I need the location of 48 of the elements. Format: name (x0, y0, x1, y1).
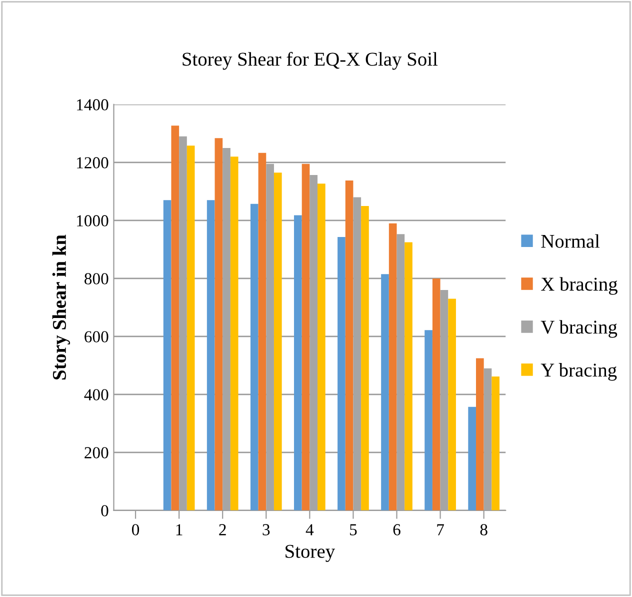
y-tick-label: 400 (84, 389, 108, 400)
x-tick-label: 3 (262, 524, 270, 536)
bar (432, 278, 440, 510)
x-axis-title: Storey (286, 544, 335, 562)
bar (274, 172, 282, 510)
bar (388, 223, 397, 510)
legend-label: X bracing (541, 277, 618, 295)
bar (476, 358, 484, 510)
y-axis-title: Story Shear in kn (52, 234, 70, 380)
x-tick-label: 4 (306, 524, 314, 536)
legend-label: V bracing (540, 320, 618, 338)
bar (186, 146, 195, 510)
bar (492, 376, 500, 510)
bar (338, 236, 346, 510)
x-tick-label: 5 (350, 524, 357, 536)
x-tick-label: 8 (480, 524, 488, 536)
legend-label: Y bracing (540, 363, 617, 381)
legend-label: Normal (541, 234, 600, 248)
bar (258, 152, 266, 510)
bar (250, 204, 258, 510)
y-tick-label: 1200 (77, 157, 108, 168)
x-tick-label: 1 (176, 524, 182, 536)
x-tick-label: 0 (132, 524, 140, 536)
y-tick-label: 0 (101, 505, 108, 516)
bar (163, 200, 172, 510)
bar (230, 156, 238, 510)
bar (302, 164, 310, 510)
bar (318, 184, 326, 510)
bar (361, 206, 369, 510)
bar (468, 406, 476, 510)
bar (424, 330, 432, 510)
bar (448, 298, 456, 510)
chart-title: Storey Shear for EQ-X Clay Soil (182, 52, 438, 70)
y-tick-label: 800 (84, 273, 108, 284)
y-tick-label: 1400 (77, 99, 108, 110)
bar (206, 200, 215, 510)
x-tick-label: 6 (393, 524, 400, 536)
bar (345, 180, 354, 510)
y-tick-label: 200 (84, 447, 108, 458)
bar (214, 138, 223, 510)
y-tick-label: 600 (84, 331, 108, 342)
bar (381, 274, 389, 510)
bar (294, 215, 302, 510)
x-tick-label: 7 (437, 524, 444, 536)
bar (171, 126, 180, 510)
bar (404, 242, 412, 510)
y-tick-label: 1000 (77, 215, 108, 226)
x-tick-label: 2 (219, 524, 226, 536)
